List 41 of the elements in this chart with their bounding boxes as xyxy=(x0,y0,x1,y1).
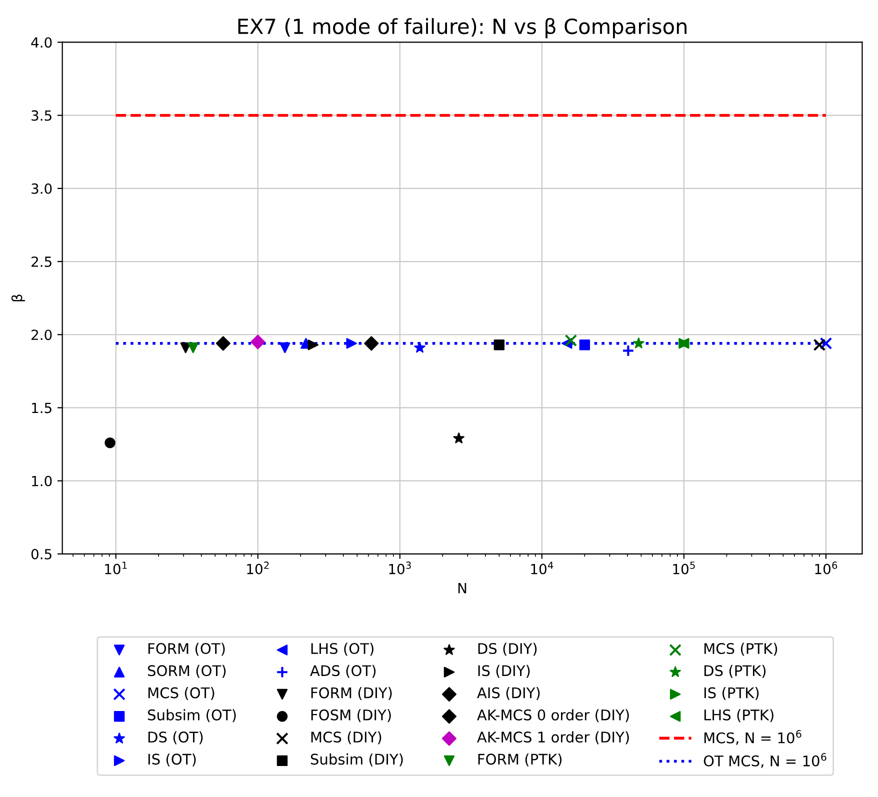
legend-label: FORM (DIY) xyxy=(311,687,392,700)
y-tick-label: 4.0 xyxy=(31,37,52,48)
legend-label: IS (PTK) xyxy=(704,687,759,700)
y-tick-label: 2.5 xyxy=(32,256,52,268)
legend-label: LHS (OT) xyxy=(311,642,374,656)
legend-label: IS (OT) xyxy=(148,753,196,766)
legend-label: OT MCS, N = 10$^{6}$ xyxy=(704,753,826,768)
legend-label: DS (PTK) xyxy=(704,664,766,678)
legend-label: MCS (DIY) xyxy=(311,731,382,744)
x-tick-label: 10$^{5}$ xyxy=(673,562,695,574)
legend-label: AIS (DIY) xyxy=(477,687,540,700)
legend-label: SORM (OT) xyxy=(148,664,226,678)
y-tick-label: 2.0 xyxy=(32,330,52,340)
x-tick-label: 10$^{4}$ xyxy=(531,562,554,574)
legend-label: MCS (PTK) xyxy=(704,642,778,656)
legend-label: FOSM (DIY) xyxy=(311,709,391,722)
legend-label: MCS (OT) xyxy=(148,687,214,700)
legend-label: LHS (PTK) xyxy=(704,709,774,722)
y-tick-label: 1.5 xyxy=(32,402,52,414)
x-tick-label: 10$^{1}$ xyxy=(105,562,127,574)
legend-label: AK-MCS 1 order (DIY) xyxy=(477,731,629,744)
legend-label: DS (DIY) xyxy=(478,642,537,656)
x-tick-label: 10$^{3}$ xyxy=(389,562,411,574)
legend-label: AK-MCS 0 order (DIY) xyxy=(477,709,629,722)
legend-label: IS (DIY) xyxy=(478,664,530,678)
legend-label: MCS, N = 10$^{6}$ xyxy=(704,730,802,745)
x-tick-label: 10$^{6}$ xyxy=(815,562,838,574)
legend-label: FORM (PTK) xyxy=(478,753,562,766)
legend-label: Subsim (DIY) xyxy=(310,753,403,766)
legend-label: Subsim (OT) xyxy=(148,709,236,722)
x-axis-title: N xyxy=(458,583,466,594)
legend-label: FORM (OT) xyxy=(148,642,225,656)
y-axis-title: β xyxy=(11,294,25,302)
x-tick-label: 10$^{2}$ xyxy=(247,562,269,574)
y-tick-label: 3.0 xyxy=(32,183,52,194)
chart-title: EX7 (1 mode of failure): N vs β Comparison xyxy=(238,18,686,38)
y-tick-label: 0.5 xyxy=(31,548,52,560)
legend-label: ADS (OT) xyxy=(310,664,376,678)
y-tick-label: 3.5 xyxy=(32,110,52,121)
y-tick-label: 1.0 xyxy=(32,476,52,486)
legend-label: DS (OT) xyxy=(148,731,203,744)
